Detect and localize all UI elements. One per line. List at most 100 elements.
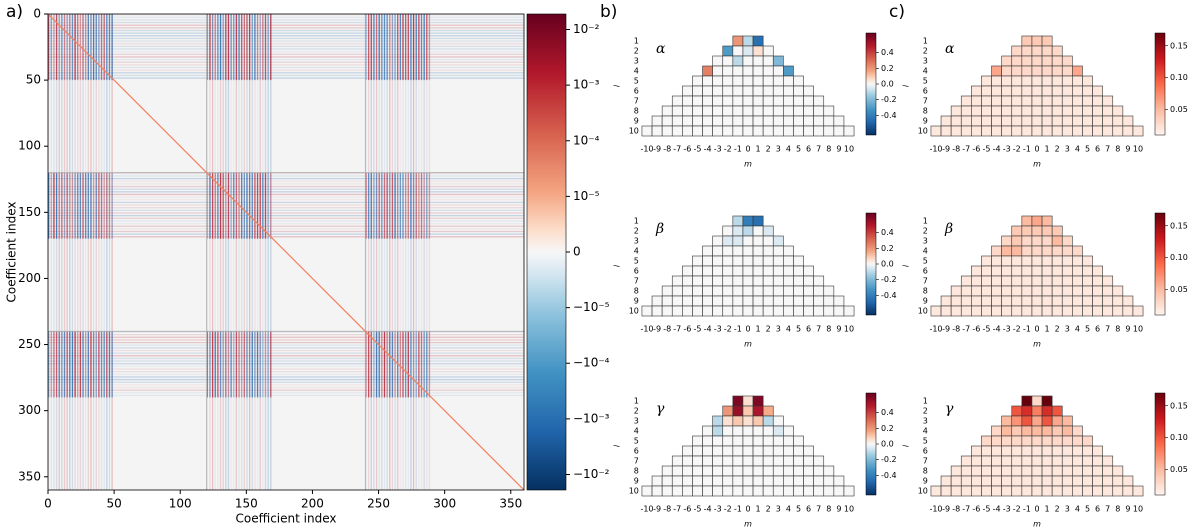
cell bbox=[752, 425, 764, 437]
cell bbox=[991, 295, 1002, 307]
cell bbox=[1061, 285, 1073, 297]
cell bbox=[732, 115, 744, 127]
cell bbox=[981, 285, 992, 297]
y-tick-label: 10 bbox=[918, 307, 928, 316]
cell bbox=[772, 285, 784, 297]
matrix-texture bbox=[407, 14, 409, 81]
cell bbox=[752, 235, 764, 247]
cell bbox=[651, 115, 663, 127]
matrix-texture bbox=[71, 14, 74, 81]
y-tick-label: 7 bbox=[634, 457, 639, 466]
cell bbox=[742, 285, 754, 297]
matrix-texture bbox=[241, 14, 243, 81]
x-tick-label: 5 bbox=[796, 505, 801, 514]
matrix-texture bbox=[58, 331, 60, 398]
cell bbox=[692, 485, 703, 497]
cell bbox=[960, 475, 972, 487]
matrix-texture bbox=[48, 349, 524, 352]
cell bbox=[1001, 55, 1013, 67]
cell bbox=[762, 265, 774, 277]
y-tick-label: 5 bbox=[634, 437, 639, 446]
matrix-texture bbox=[426, 14, 428, 81]
x-tick-label: -6 bbox=[972, 325, 980, 334]
y-tick-label: 350 bbox=[18, 469, 41, 483]
matrix-texture bbox=[48, 53, 524, 55]
cell bbox=[813, 115, 825, 127]
cell bbox=[1061, 415, 1073, 427]
matrix-texture bbox=[48, 331, 524, 333]
cell bbox=[991, 255, 1002, 267]
matrix-texture bbox=[92, 14, 95, 490]
matrix-texture bbox=[230, 331, 232, 398]
matrix-texture bbox=[74, 172, 76, 239]
matrix-texture bbox=[63, 331, 66, 398]
cell bbox=[671, 115, 683, 127]
cell bbox=[712, 115, 724, 127]
colorbar-tick-label: 0.0 bbox=[881, 440, 894, 449]
matrix-texture bbox=[365, 172, 367, 239]
cell bbox=[783, 305, 794, 317]
cell bbox=[793, 85, 804, 97]
cell bbox=[772, 235, 784, 247]
cell bbox=[732, 35, 744, 47]
matrix-texture bbox=[259, 172, 261, 239]
cell bbox=[762, 85, 774, 97]
x-tick-label: 0 bbox=[745, 145, 750, 154]
y-tick-label: 6 bbox=[634, 447, 639, 456]
matrix-texture bbox=[389, 172, 391, 239]
cell bbox=[752, 115, 764, 127]
matrix-texture bbox=[211, 14, 214, 81]
cell bbox=[1061, 455, 1073, 467]
cell bbox=[1092, 265, 1103, 277]
x-tick-label: 7 bbox=[816, 145, 821, 154]
cell bbox=[971, 95, 982, 107]
matrix-texture bbox=[375, 331, 378, 398]
cell bbox=[783, 285, 794, 297]
cell bbox=[1051, 75, 1063, 87]
x-tick-label: 0 bbox=[1034, 325, 1039, 334]
cell bbox=[1031, 485, 1043, 497]
x-tick-label: -10 bbox=[640, 505, 653, 514]
cell bbox=[671, 485, 683, 497]
cell bbox=[1072, 65, 1083, 77]
cell bbox=[1001, 445, 1013, 457]
x-tick-label: -1 bbox=[734, 145, 742, 154]
cell bbox=[661, 475, 673, 487]
cell bbox=[1051, 425, 1063, 437]
cell bbox=[960, 95, 972, 107]
matrix-texture bbox=[410, 172, 412, 239]
cell bbox=[1102, 455, 1114, 467]
matrix-texture bbox=[103, 14, 105, 81]
cell bbox=[722, 245, 734, 257]
matrix-texture bbox=[48, 341, 524, 344]
cell bbox=[930, 305, 942, 317]
matrix-texture bbox=[256, 172, 259, 239]
colorbar-tick-label: 10⁻⁴ bbox=[573, 133, 600, 147]
cell bbox=[1092, 95, 1103, 107]
x-tick-label: 100 bbox=[169, 497, 192, 511]
matrix-texture bbox=[48, 180, 524, 182]
cell bbox=[783, 435, 794, 447]
matrix-texture bbox=[77, 331, 79, 398]
matrix-texture bbox=[262, 172, 264, 239]
matrix-texture bbox=[48, 193, 524, 196]
cell bbox=[772, 475, 784, 487]
matrix-texture bbox=[48, 51, 524, 53]
matrix-texture bbox=[98, 14, 100, 490]
x-tick-label: -7 bbox=[962, 145, 970, 154]
cell bbox=[1011, 115, 1023, 127]
cell bbox=[1031, 85, 1043, 97]
cell bbox=[752, 265, 764, 277]
colorbar bbox=[1154, 392, 1166, 496]
cell bbox=[702, 435, 713, 447]
x-tick-label: 3 bbox=[1065, 325, 1070, 334]
matrix-texture bbox=[405, 14, 407, 490]
cell bbox=[981, 105, 992, 117]
cell bbox=[762, 405, 774, 417]
cell bbox=[783, 295, 794, 307]
cell bbox=[793, 465, 804, 477]
matrix-texture bbox=[48, 40, 524, 42]
matrix-texture bbox=[375, 14, 378, 490]
cell bbox=[793, 115, 804, 127]
x-tick-label: -5 bbox=[694, 325, 702, 334]
